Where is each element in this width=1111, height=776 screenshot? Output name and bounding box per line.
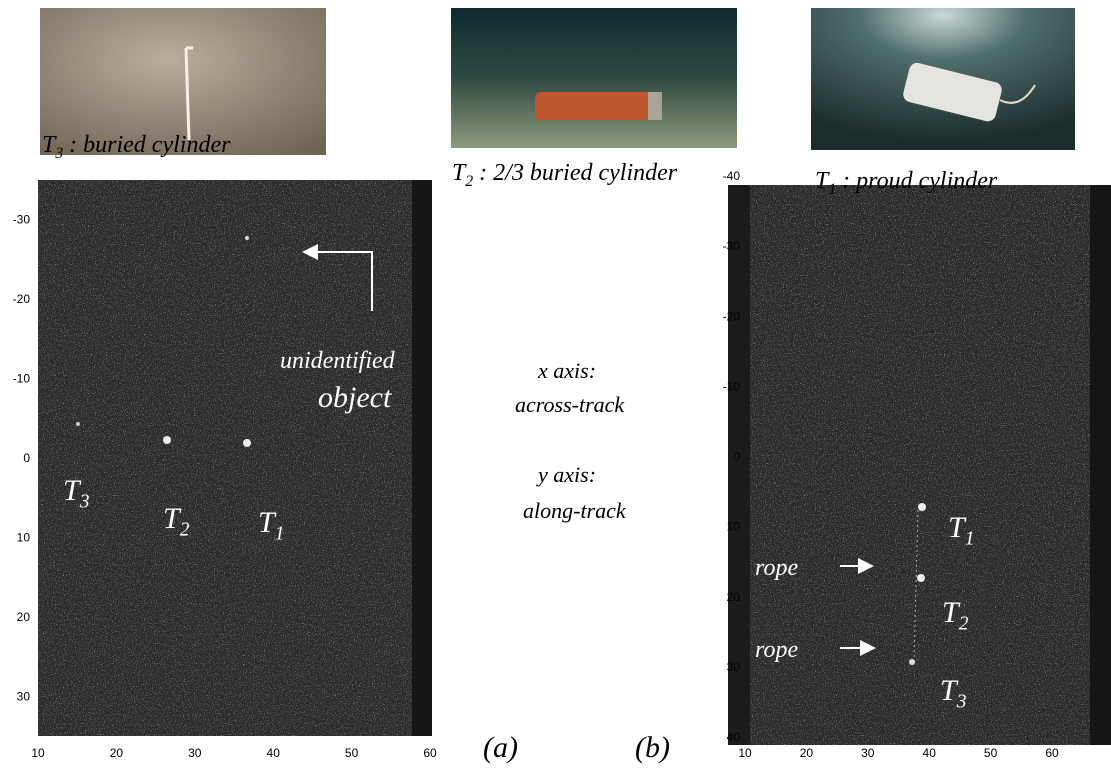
y-tick-label: 20 xyxy=(727,590,741,604)
y-tick-label: -10 xyxy=(13,372,31,386)
x-tick-label: 60 xyxy=(423,746,437,760)
y-tick-label: -30 xyxy=(723,239,741,253)
y-tick-label: -20 xyxy=(723,309,741,323)
y-tick-label: 10 xyxy=(17,530,31,544)
y-tick-label: 40 xyxy=(727,730,741,744)
x-tick-label: 40 xyxy=(267,746,281,760)
x-tick-label: 50 xyxy=(345,746,359,760)
rope-label: rope xyxy=(755,637,798,663)
panel-label: (a) xyxy=(483,731,518,764)
x-tick-label: 10 xyxy=(738,746,752,760)
subscript: 2 xyxy=(180,520,190,541)
x-tick-label: 10 xyxy=(31,746,45,760)
axis-note: x axis: xyxy=(537,358,596,383)
rope-label: rope xyxy=(755,555,798,581)
photo xyxy=(451,8,737,148)
subscript: 2 xyxy=(959,614,969,635)
photo-caption: T3 : buried cylinder xyxy=(42,132,231,162)
y-tick-label: 30 xyxy=(727,660,741,674)
axis-note: along-track xyxy=(523,498,627,523)
x-tick-label: 30 xyxy=(188,746,202,760)
axis-note: across-track xyxy=(515,392,625,417)
caption-text: : buried cylinder xyxy=(63,132,231,158)
photo-caption: T2 : 2/3 buried cylinder xyxy=(452,160,678,190)
axis-note: y axis: xyxy=(536,462,596,487)
subscript: 1 xyxy=(275,524,285,545)
subscript: 1 xyxy=(965,529,975,550)
y-tick-label: 30 xyxy=(17,689,31,703)
annotation: unidentified xyxy=(280,348,396,374)
y-tick-label: -20 xyxy=(13,292,31,306)
subscript: 3 xyxy=(79,492,90,513)
x-tick-label: 40 xyxy=(923,746,937,760)
photo xyxy=(811,8,1075,150)
annotation: object xyxy=(318,381,392,414)
y-tick-label: 10 xyxy=(727,520,741,534)
x-tick-label: 50 xyxy=(984,746,998,760)
caption-text: : proud cylinder xyxy=(836,168,998,194)
x-tick-label: 20 xyxy=(800,746,814,760)
subscript: 1 xyxy=(828,181,836,198)
caption-text: : 2/3 buried cylinder xyxy=(473,160,678,186)
panel-label: (b) xyxy=(635,731,670,764)
subscript: 3 xyxy=(54,145,63,162)
y-tick-label: 20 xyxy=(17,610,31,624)
y-tick-label: 0 xyxy=(733,450,740,464)
photo-caption: T1 : proud cylinder xyxy=(815,168,998,198)
y-tick-label: -40 xyxy=(723,169,741,183)
figure: T3 : buried cylinder T2 : 2/3 buried cyli… xyxy=(0,0,1111,776)
y-tick-label: -30 xyxy=(13,213,31,227)
subscript: 2 xyxy=(465,173,473,190)
x-tick-label: 20 xyxy=(110,746,124,760)
y-tick-label: -10 xyxy=(723,379,741,393)
y-tick-label: 0 xyxy=(23,451,30,465)
x-tick-label: 60 xyxy=(1045,746,1059,760)
subscript: 3 xyxy=(956,692,967,713)
x-tick-label: 30 xyxy=(861,746,875,760)
